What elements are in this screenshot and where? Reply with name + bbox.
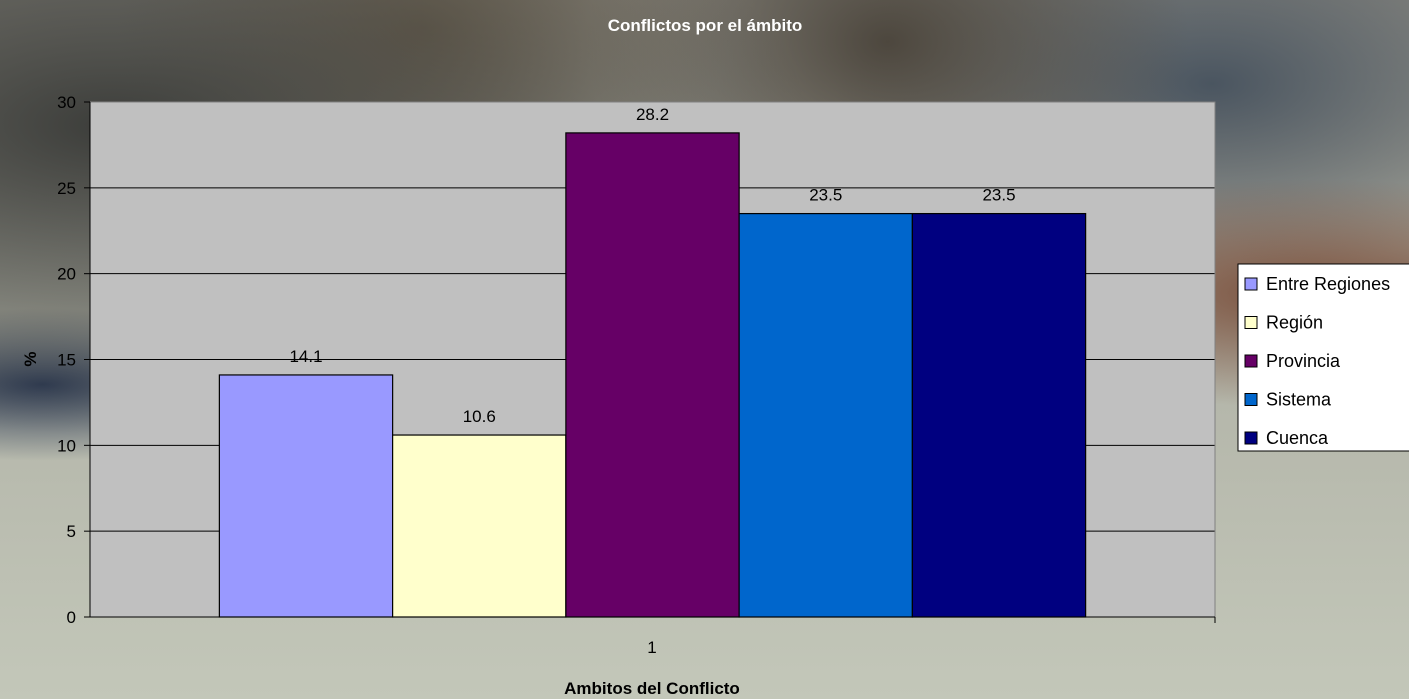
- legend-label: Sistema: [1266, 390, 1332, 410]
- x-axis-title: Ambitos del Conflicto: [564, 679, 740, 698]
- legend: Entre Regiones Región Provincia Sistema Cuen…: [1237, 263, 1409, 452]
- legend-label: Entre Regiones: [1266, 274, 1390, 294]
- chart-title: Conflictos por el ámbito: [608, 16, 803, 35]
- data-label: 14.1: [289, 347, 322, 366]
- data-label: 10.6: [463, 407, 496, 426]
- bar-sistema: [738, 212, 913, 618]
- y-axis-title: %: [21, 351, 40, 366]
- bar-entre-regiones: [218, 374, 394, 618]
- legend-label: Provincia: [1266, 351, 1341, 371]
- legend-box: [1237, 263, 1409, 452]
- legend-swatch: [1244, 277, 1258, 291]
- x-tick-label: 1: [647, 638, 656, 657]
- y-tick-label: 25: [57, 179, 76, 198]
- y-tick-label: 20: [57, 265, 76, 284]
- legend-items: Entre Regiones Región Provincia Sistema Cuen…: [1244, 274, 1390, 448]
- legend-swatch: [1244, 354, 1258, 368]
- data-label: 28.2: [636, 105, 669, 124]
- bar-regi-n: [392, 434, 567, 618]
- y-tick-label: 0: [67, 608, 76, 627]
- legend-swatch: [1244, 393, 1258, 406]
- legend-label: Región: [1266, 313, 1323, 333]
- bar-cuenca: [911, 212, 1087, 618]
- legend-swatch: [1244, 316, 1258, 329]
- y-tick-labels: 0 5 10 15 20 25 30: [57, 93, 76, 627]
- data-labels: 14.1 10.6 28.2 23.5 23.5: [289, 105, 1015, 426]
- y-tick-label: 5: [67, 522, 76, 541]
- legend-swatch: [1244, 431, 1258, 445]
- bars: [218, 132, 1087, 618]
- data-label: 23.5: [809, 186, 842, 205]
- axes: [84, 101, 1216, 623]
- legend-label: Cuenca: [1266, 428, 1329, 448]
- y-tick-label: 10: [57, 436, 76, 455]
- data-label: 23.5: [982, 186, 1015, 205]
- y-tick-label: 15: [57, 351, 76, 370]
- bar-provincia: [565, 132, 740, 618]
- y-tick-label: 30: [57, 93, 76, 112]
